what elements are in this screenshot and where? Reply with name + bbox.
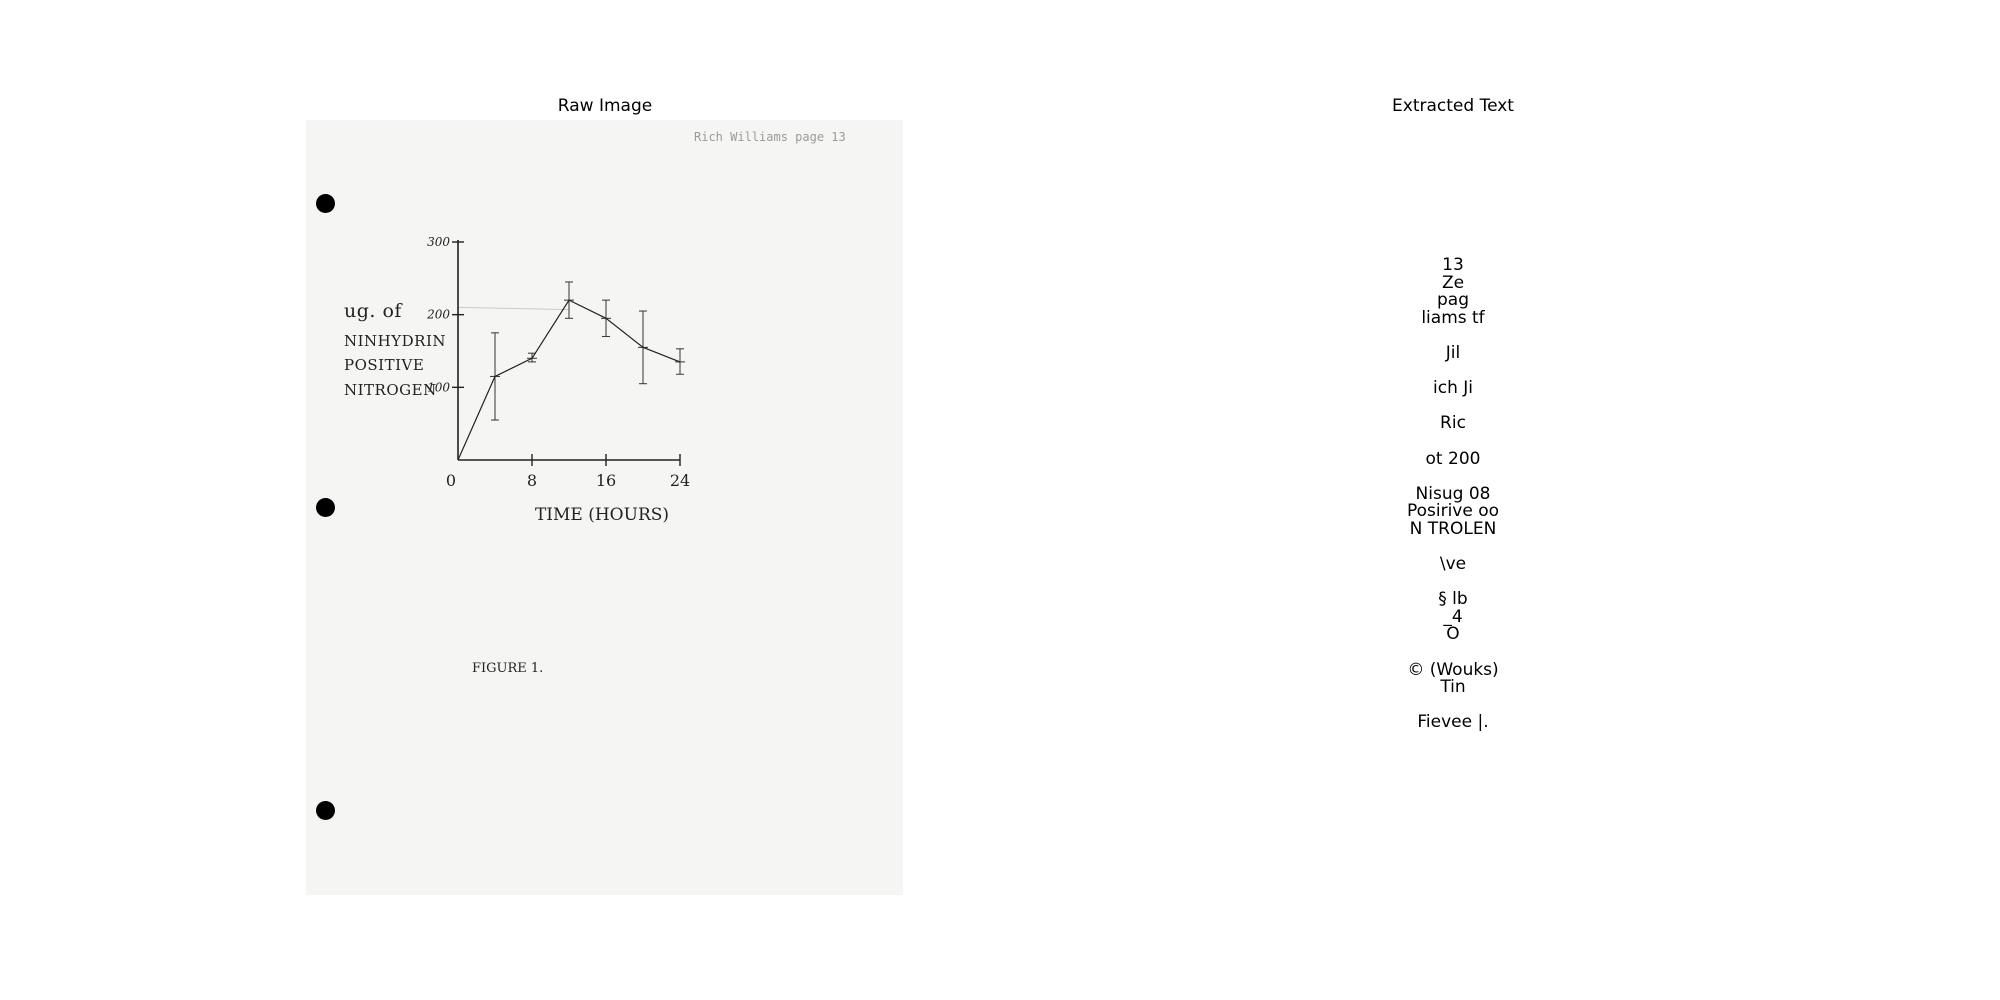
x-tick-label: 0 (446, 471, 456, 490)
punch-hole (316, 801, 335, 820)
y-axis-label-line: NINHYDRIN (344, 332, 447, 350)
extracted-text-line: Jil (1445, 342, 1461, 363)
figure-caption: FIGURE 1. (472, 661, 544, 676)
y-axis-label-line: ug. of (344, 300, 402, 322)
reference-line (457, 306, 570, 311)
x-axis-label: TIME (HOURS) (535, 505, 669, 525)
extracted-text-title: Extracted Text (1392, 96, 1514, 116)
extracted-text-line: ot 200 (1425, 448, 1481, 469)
y-tick-label: 300 (427, 235, 450, 249)
extracted-text-block: 13 Ze pag liams tf Jil ich Ji Ric ot 200 Nisug 0… (1253, 255, 1653, 733)
extracted-text-line: liams tf (1421, 307, 1485, 328)
y-tick-label: 200 (426, 308, 450, 322)
extracted-text-line: © (Wouks) (1407, 659, 1499, 680)
y-axis-label-line: NITROGEN (344, 381, 437, 399)
y-tick-label: 100 (427, 380, 450, 394)
extracted-text-line: ich Ji (1433, 378, 1473, 399)
extracted-text-line: O (1446, 624, 1460, 645)
extracted-text-line: N TROLEN (1409, 518, 1497, 539)
series-line (457, 299, 681, 461)
x-tick-label: 8 (527, 471, 537, 490)
extracted-text-line: § lb (1438, 589, 1468, 610)
y-axis-label-line: POSITIVE (344, 356, 425, 374)
extracted-text-line (1253, 433, 1653, 451)
extracted-text-line: Posirive oo (1406, 501, 1500, 522)
x-tick-label: 16 (596, 471, 616, 490)
header-stamp: Rich Williams page 13 (694, 130, 846, 144)
extracted-text-line: 13 (1442, 255, 1464, 275)
extracted-text-line: Tin (1440, 677, 1466, 698)
extracted-text-line: Ric (1440, 413, 1466, 434)
raw-image-title: Raw Image (557, 96, 653, 116)
extracted-text-line: Ze (1441, 272, 1465, 293)
punch-hole (316, 498, 335, 517)
x-tick-label: 24 (670, 471, 690, 490)
extracted-text-line: Nisug 08 (1415, 483, 1491, 504)
extracted-text-line: \ve (1439, 554, 1467, 575)
punch-hole (316, 194, 335, 213)
extracted-text-line: Fievee |. (1417, 712, 1489, 733)
extracted-text-line: _4 (1443, 606, 1463, 627)
scanned-page: Rich Williams page 13 ug. of NINHYDRIN P… (306, 120, 903, 895)
handdrawn-chart: 0 8 16 24 100 200 300 TIME (HOURS) (426, 235, 690, 525)
extracted-text-line: pag (1437, 290, 1469, 311)
